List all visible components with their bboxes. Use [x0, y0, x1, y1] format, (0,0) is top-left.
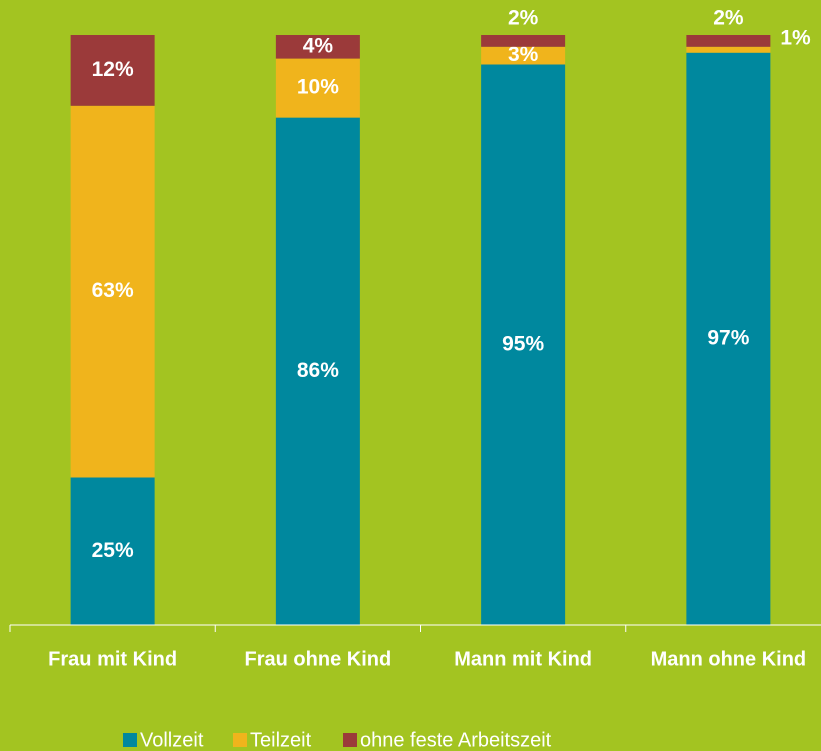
- legend-label: Vollzeit: [140, 729, 204, 751]
- value-label: 25%: [92, 539, 134, 562]
- value-label: 1%: [780, 26, 811, 49]
- legend-label: Teilzeit: [250, 729, 312, 751]
- value-label: 3%: [508, 43, 539, 66]
- value-label: 10%: [297, 76, 339, 99]
- value-label: 2%: [508, 7, 539, 30]
- bar-segment: [481, 46, 566, 65]
- bar-segment: [70, 477, 155, 625]
- bar-segment: [686, 35, 771, 47]
- bar-segment: [275, 35, 360, 59]
- value-label: 12%: [92, 58, 134, 81]
- value-label: 2%: [713, 7, 744, 30]
- x-tick-label: Mann ohne Kind: [651, 648, 807, 670]
- bar-segment: [686, 52, 771, 625]
- x-tick-label: Frau mit Kind: [48, 648, 177, 670]
- value-label: 95%: [502, 332, 544, 355]
- bar-segment: [686, 46, 771, 53]
- bar-segment: [481, 64, 566, 625]
- x-tick-label: Frau ohne Kind: [245, 648, 392, 670]
- value-label: 97%: [707, 326, 749, 349]
- x-tick-label: Mann mit Kind: [454, 648, 592, 670]
- legend-swatch: [343, 733, 357, 747]
- bar-segment: [275, 117, 360, 625]
- legend-swatch: [123, 733, 137, 747]
- bar-segment: [70, 105, 155, 478]
- legend-label: ohne feste Arbeitszeit: [360, 729, 552, 751]
- value-label: 86%: [297, 359, 339, 382]
- value-label: 63%: [92, 279, 134, 302]
- legend-swatch: [233, 733, 247, 747]
- bar-segment: [481, 35, 566, 47]
- value-label: 4%: [303, 34, 334, 57]
- bar-segment: [275, 58, 360, 118]
- bar-segment: [70, 35, 155, 106]
